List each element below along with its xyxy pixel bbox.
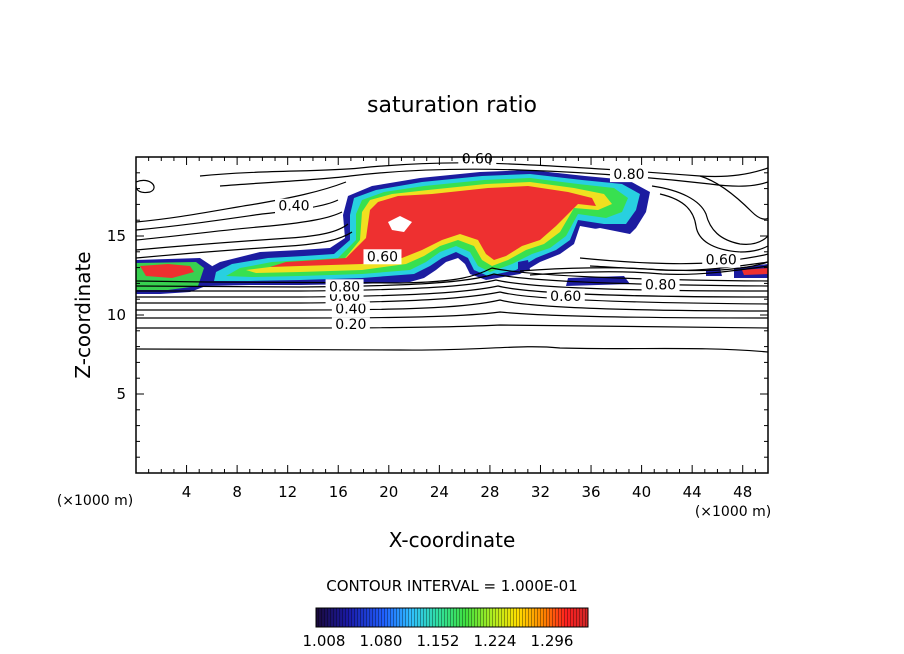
contour-label-background [609,167,648,183]
chart-title: saturation ratio [367,93,537,118]
x-tick-label: 44 [683,483,702,501]
contour-line [529,265,768,276]
contour-line [136,299,768,312]
x-tick-label: 24 [430,483,449,501]
supersaturation-shading [136,170,768,294]
colorbar [315,607,589,628]
contour-label-background [275,198,313,214]
colorbar-stripes [316,608,588,627]
contour-line [136,211,343,241]
cloud-region-right-patch [742,268,768,275]
y-tick-label: 15 [107,227,126,245]
contour-line [136,231,353,259]
contour-label: 0.80 [613,167,644,183]
x-tick-label: 12 [278,483,297,501]
contour-line [659,193,768,253]
x-tick-label: 16 [329,483,348,501]
contour-line [136,285,768,298]
contour-line [136,179,155,194]
contour-label-background [325,279,364,295]
contour-label: 0.60 [550,289,581,305]
contour-label: 0.60 [706,252,737,268]
cloud-gap [388,216,412,232]
colorbar-tick-label: 1.080 [360,632,403,650]
colorbar-tick-label: 1.008 [303,632,346,650]
y-axis-label: Z-coordinate [71,251,95,378]
y-tick-label: 5 [116,385,126,403]
x-tick-label: 36 [581,483,600,501]
contour-label-background [331,301,370,317]
contour-label: 0.60 [367,249,398,265]
x-tick-label: 32 [531,483,550,501]
contour-line [651,185,768,245]
contour-label: 0.80 [645,278,676,294]
contour-label-background [363,249,402,265]
contour-line [699,175,768,220]
contour-label: 0.20 [335,317,366,333]
contour-line [199,162,768,178]
cloud-region-right-patch [518,260,530,270]
contour-label: 0.40 [335,301,366,317]
x-tick-label: 20 [379,483,398,501]
cloud-gap [578,228,700,262]
x-unit-label: (×1000 m) [695,504,771,520]
x-tick-label: 8 [232,483,242,501]
contour-label: 0.40 [278,199,309,215]
contour-interval-label: CONTOUR INTERVAL = 1.000E-01 [326,577,577,595]
contour-label-background [702,252,741,268]
colorbar-tick-label: 1.224 [474,632,517,650]
contour-line [136,181,347,223]
contour-line [136,324,768,329]
y-tick-label: 10 [107,306,126,324]
contour-line [136,199,339,231]
cloud-region-left-red [140,264,194,278]
contour-line [136,311,768,319]
colorbar-tick-label: 1.296 [531,632,574,650]
contour-label-background [641,277,680,293]
x-axis-label: X-coordinate [389,528,516,552]
x-tick-label: 48 [733,483,752,501]
cloud-region-main-red [270,186,596,267]
y-unit-label: (×1000 m) [57,493,133,509]
contour-label-background [546,288,585,304]
contour-lines [136,162,768,353]
contour-line [589,261,768,272]
contour-label: 0.80 [329,279,360,295]
colorbar-frame [315,607,589,628]
x-tick-label: 40 [632,483,651,501]
x-tick-label: 4 [182,483,192,501]
contour-line [136,291,768,305]
contour-line [136,223,349,251]
x-tick-label: 28 [480,483,499,501]
contour-label-background [331,317,370,333]
colorbar-tick-label: 1.152 [417,632,460,650]
contour-line [136,346,768,353]
contour-line [219,168,768,187]
